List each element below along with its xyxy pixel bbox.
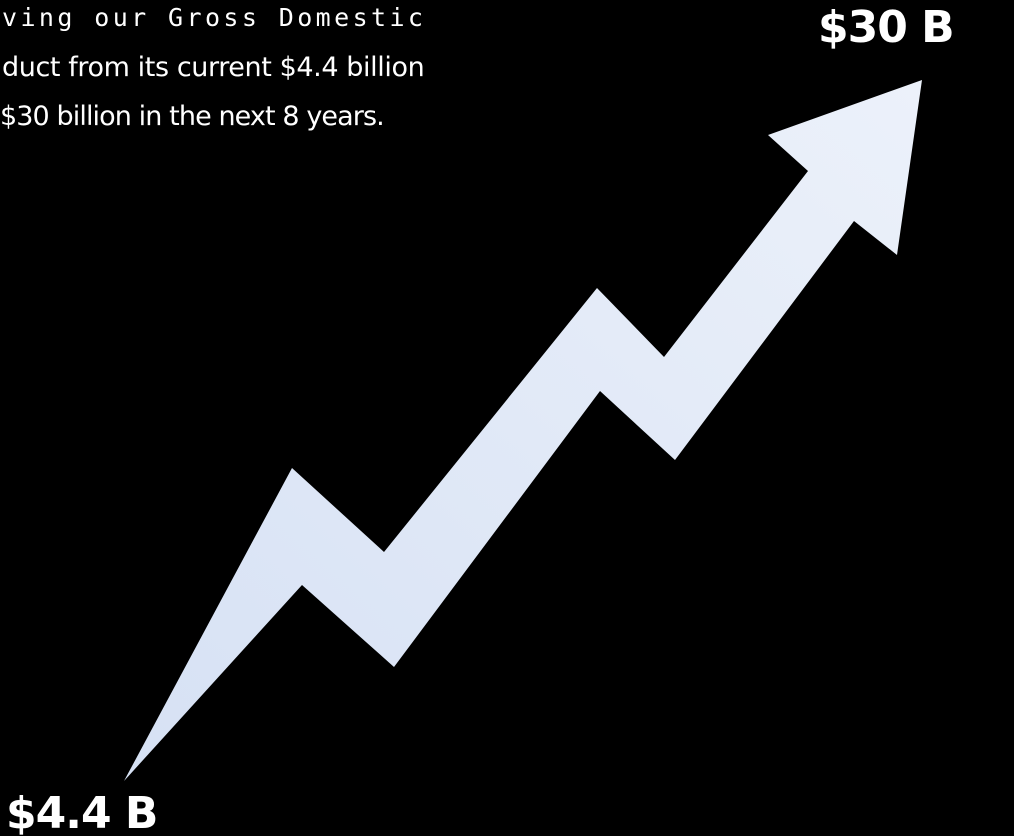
target-value-label: $30 B: [818, 2, 955, 53]
growth-arrow-shape: [124, 80, 922, 781]
intro-line-1: ving our Gross Domestic: [2, 3, 427, 32]
current-value-label: $4.4 B: [6, 788, 158, 836]
intro-line-3: $30 billion in the next 8 years.: [0, 101, 385, 132]
intro-line-2: duct from its current $4.4 billion: [2, 52, 425, 83]
